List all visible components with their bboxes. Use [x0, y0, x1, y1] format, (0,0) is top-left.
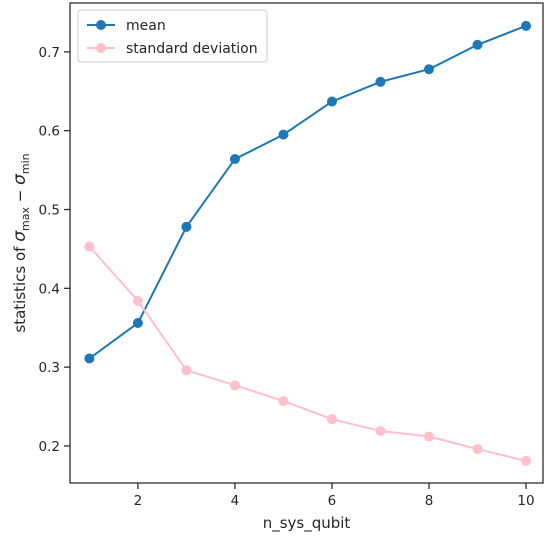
series-layer [84, 20, 532, 466]
data-point [472, 444, 483, 455]
legend-entry-1: standard deviation [126, 41, 258, 57]
y-label-sub: min [19, 153, 32, 174]
data-point [229, 154, 240, 165]
data-point [521, 20, 532, 31]
data-point [521, 455, 532, 466]
y-label-prefix: statistics of [11, 242, 29, 333]
y-label-sigma: σ [10, 230, 30, 242]
y-label-minus: − [11, 185, 29, 207]
legend-entry-0: mean [126, 18, 166, 34]
data-point [84, 353, 95, 364]
data-point [326, 96, 337, 107]
data-point [326, 414, 337, 425]
y-tick-label: 0.2 [39, 439, 60, 455]
y-tick-label: 0.7 [39, 45, 60, 61]
data-point [423, 431, 434, 442]
axis-ticks: 2 4 6 8 10 0.2 0.3 0.4 0.5 0.6 0.7 [39, 45, 535, 509]
x-tick-label: 6 [328, 493, 337, 509]
data-point [278, 129, 289, 140]
y-axis-label: statistics of σmax − σmin [10, 153, 32, 332]
x-axis-label: n_sys_qubit [263, 514, 351, 533]
data-point [229, 380, 240, 391]
data-point [132, 295, 143, 306]
data-point [472, 39, 483, 50]
y-label-sigma: σ [10, 173, 30, 185]
series-line-0 [88, 24, 527, 360]
legend-marker-0 [96, 20, 106, 30]
y-tick-label: 0.3 [39, 360, 60, 376]
x-tick-label: 2 [134, 493, 143, 509]
series-line-1 [88, 245, 527, 462]
y-tick-label: 0.4 [39, 281, 60, 297]
x-tick-label: 4 [231, 493, 240, 509]
data-point [375, 425, 386, 436]
data-point [278, 396, 289, 407]
plot-frame [69, 2, 544, 484]
data-point [84, 241, 95, 252]
data-point [181, 365, 192, 376]
x-tick-label: 8 [425, 493, 434, 509]
y-tick-label: 0.5 [39, 203, 60, 219]
legend-box [77, 9, 268, 63]
legend-marker-1 [96, 43, 106, 53]
x-tick-label: 10 [517, 493, 534, 509]
data-point [132, 318, 143, 328]
data-point [375, 76, 386, 87]
data-point [423, 64, 434, 75]
y-tick-label: 0.6 [39, 124, 60, 140]
legend: mean standard deviation [77, 9, 268, 63]
data-point [181, 221, 192, 232]
y-label-sub: max [19, 207, 32, 231]
